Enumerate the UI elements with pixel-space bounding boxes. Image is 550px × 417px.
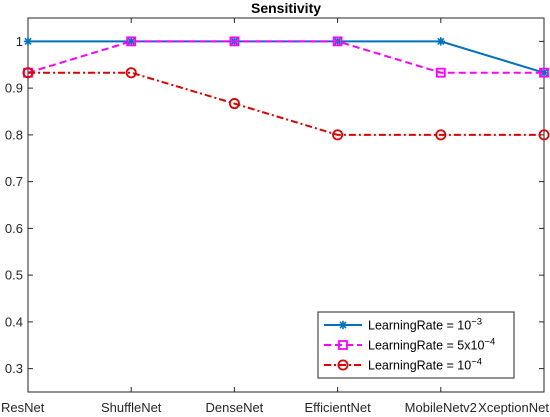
legend-label: LearningRate = 10−4 (368, 357, 482, 373)
y-tick-label: 0.5 (5, 268, 23, 283)
y-tick-label: 0.3 (5, 361, 23, 376)
legend-item: LearningRate = 10−3 (324, 317, 482, 333)
legend-label: LearningRate = 10−3 (368, 317, 482, 333)
data-point-circle (332, 129, 344, 141)
x-axis-tick-labels: ResNet ShuffleNet DenseNet EfficientNet Mobi… (1, 400, 549, 415)
series-3 (22, 67, 550, 141)
y-tick-label: 0.9 (5, 81, 23, 96)
data-point-circle (228, 98, 240, 110)
data-point-circle (435, 129, 447, 141)
data-point-asterisk (338, 320, 348, 330)
data-point-circle (538, 129, 550, 141)
data-point-square (338, 340, 348, 350)
axis-ticks (27, 18, 545, 392)
legend-item: LearningRate = 10−4 (324, 357, 482, 373)
data-point-square (332, 36, 343, 47)
series-line (28, 71, 544, 136)
data-point-square (435, 67, 446, 78)
series-2 (23, 36, 549, 78)
y-tick-label: 0.4 (5, 314, 23, 329)
y-tick-label: 1 (16, 34, 23, 49)
legend-item: LearningRate = 5x10−4 (324, 337, 495, 353)
legend: LearningRate = 10−3 LearningRate = 5x10−4… (317, 311, 515, 379)
y-axis-tick-labels: 0.3 0.4 0.5 0.6 0.7 0.8 0.9 1 (5, 34, 23, 376)
data-point-circle (125, 67, 137, 79)
series-line (28, 40, 545, 74)
x-tick-label: XceptionNet (478, 400, 549, 415)
data-point-asterisk (436, 37, 445, 46)
data-point-circle (22, 67, 34, 79)
data-point-square (539, 67, 549, 78)
x-tick-label: DenseNet (205, 400, 263, 415)
y-tick-label: 0.7 (5, 174, 23, 189)
data-point-square (229, 36, 240, 47)
data-point-asterisk (23, 37, 33, 46)
x-tick-label: ShuffleNet (101, 400, 162, 415)
data-point-circle (337, 359, 349, 371)
series-layer (22, 36, 550, 141)
x-tick-label: MobileNetv2 (405, 400, 477, 415)
legend-label: LearningRate = 5x10−4 (368, 337, 495, 353)
series-line (27, 40, 544, 74)
chart-title: Sensitivity (251, 0, 321, 16)
y-tick-label: 0.6 (5, 221, 23, 236)
y-tick-label: 0.8 (5, 127, 23, 142)
x-tick-label: EfficientNet (304, 400, 371, 415)
data-point-square (126, 36, 137, 47)
x-tick-label: ResNet (1, 400, 45, 415)
